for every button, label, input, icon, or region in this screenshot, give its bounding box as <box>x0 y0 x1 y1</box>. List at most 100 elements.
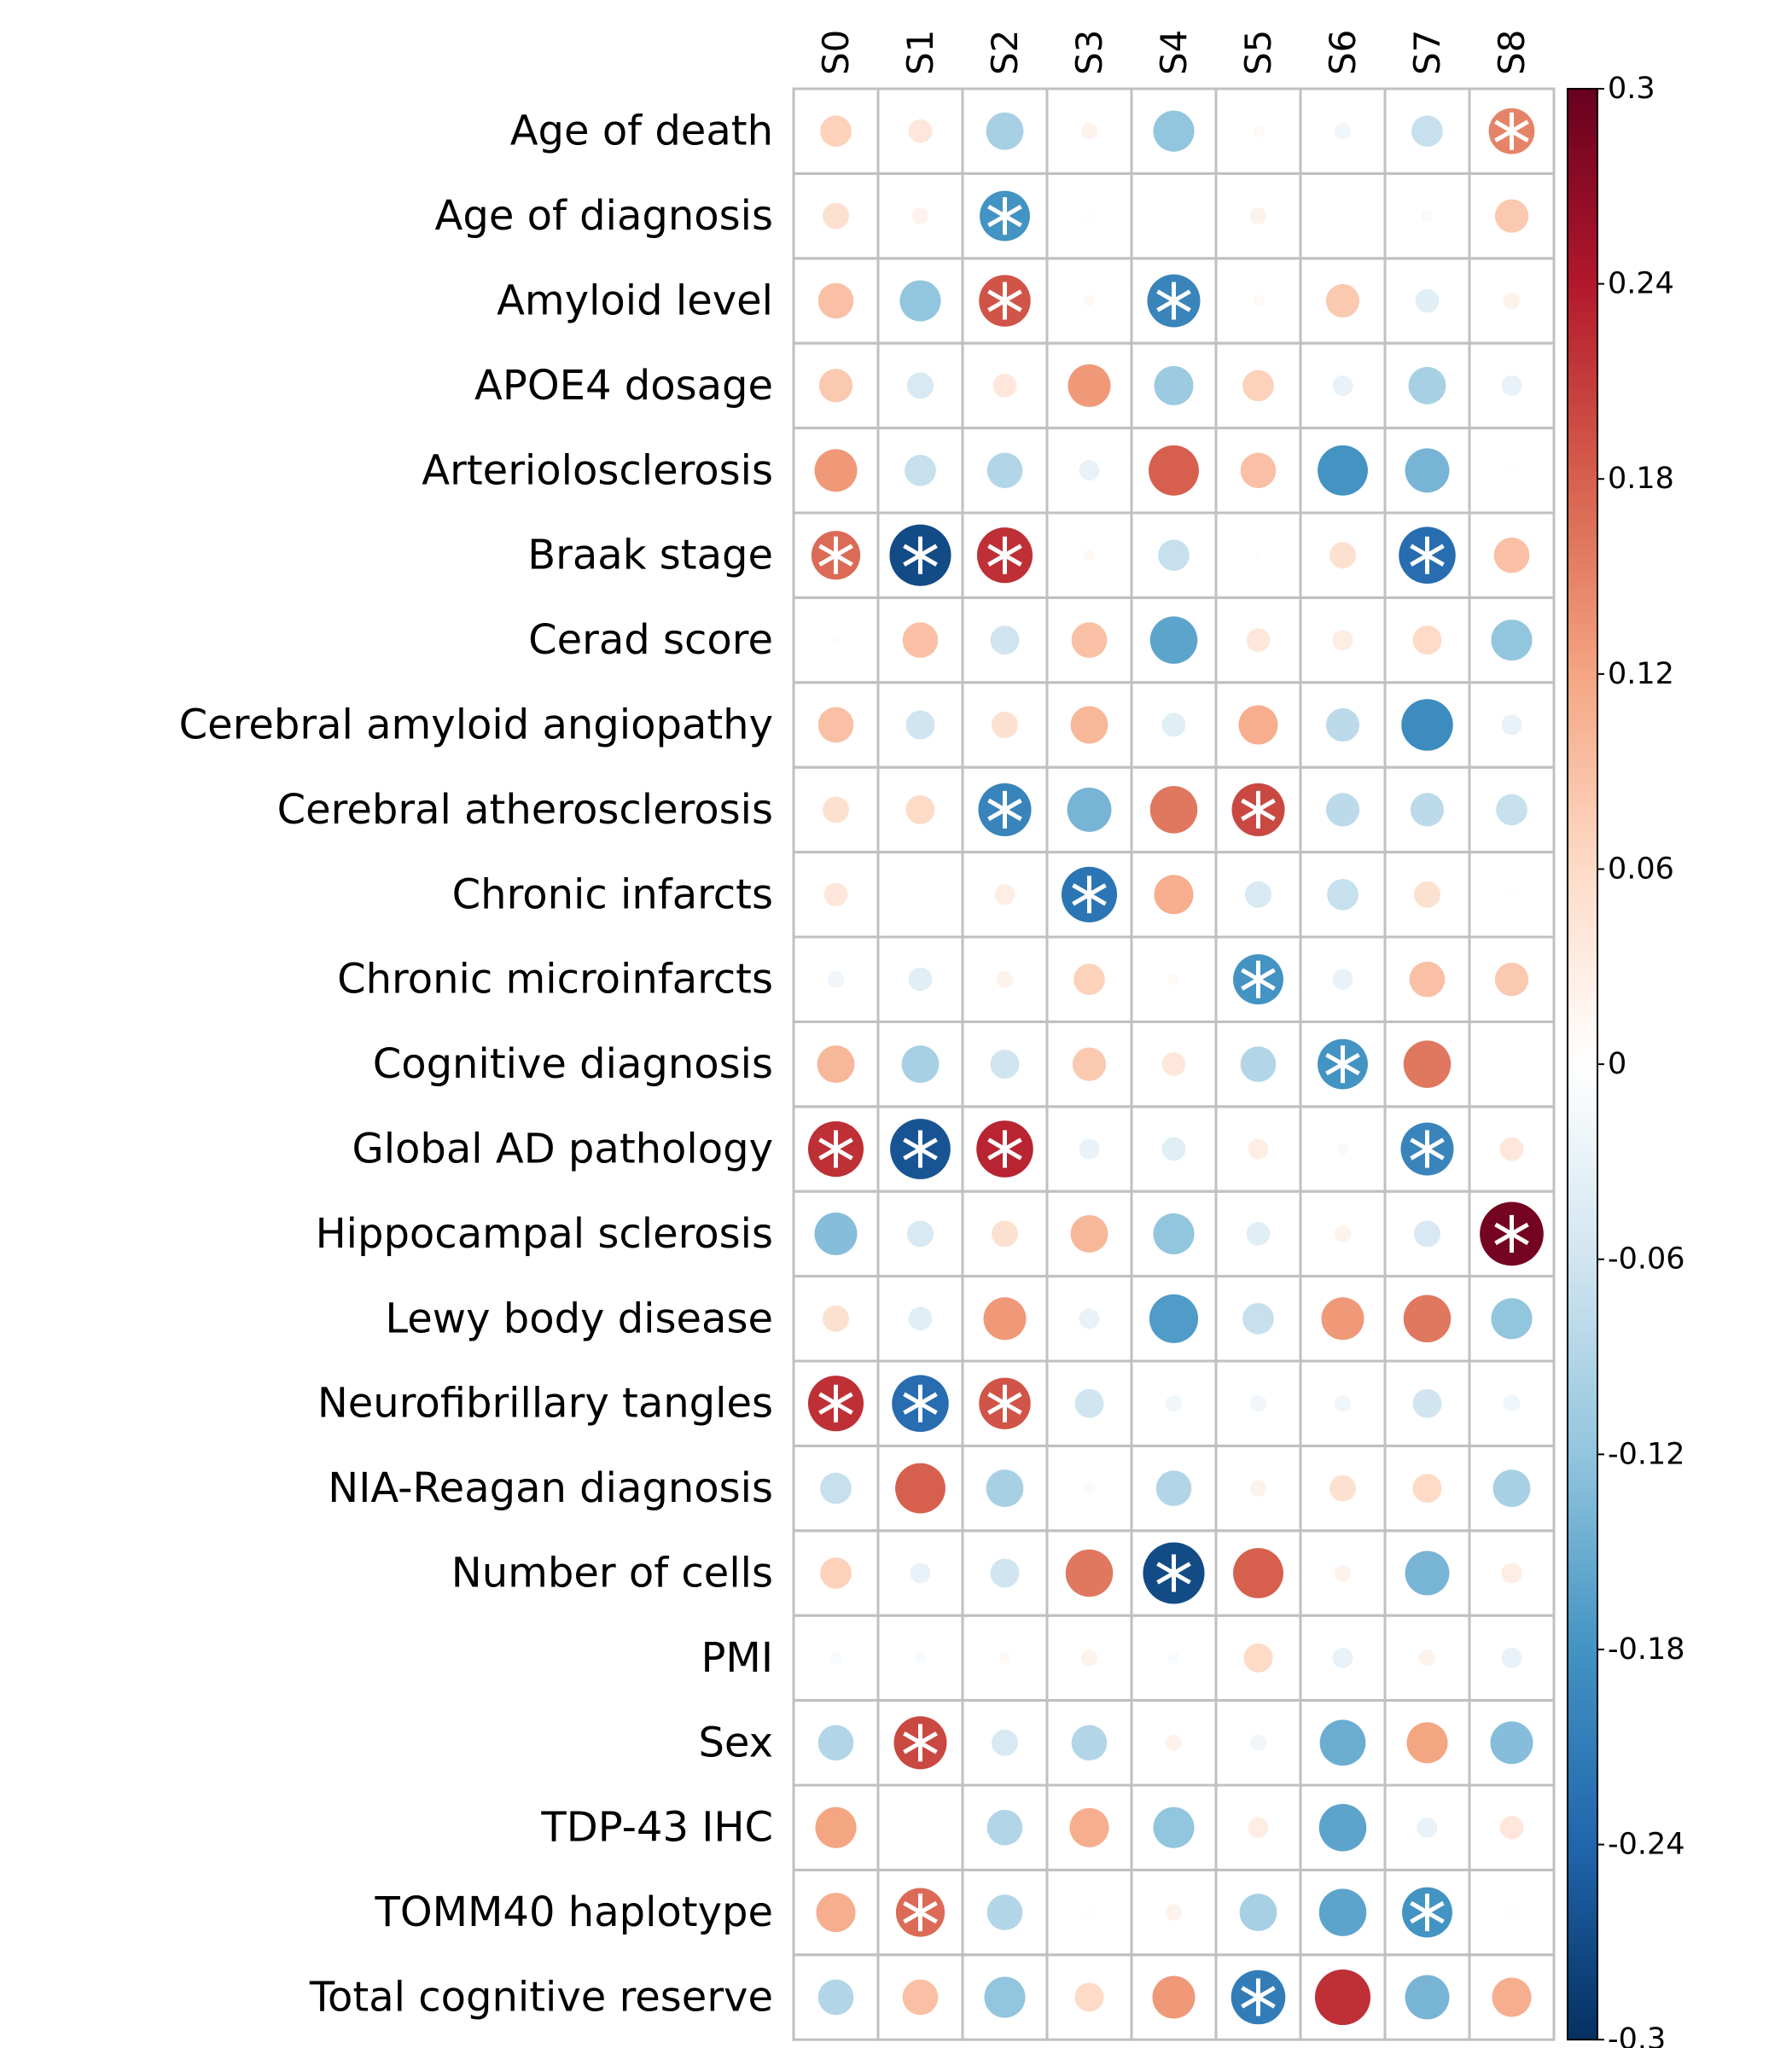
significance-star <box>987 1130 1022 1168</box>
correlation-circle <box>1233 1548 1283 1598</box>
correlation-circle <box>817 1045 855 1084</box>
correlation-circle <box>1249 1394 1267 1412</box>
correlation-circle <box>1249 1734 1267 1752</box>
correlation-circle <box>1067 787 1112 832</box>
row-label: Chronic infarcts <box>452 870 773 918</box>
correlation-circle <box>1501 375 1522 396</box>
row-label: Age of diagnosis <box>435 192 773 240</box>
correlation-circle <box>1085 212 1094 221</box>
correlation-circle <box>1153 1807 1195 1848</box>
correlation-circle <box>1332 969 1353 990</box>
correlation-circle <box>1406 1722 1448 1764</box>
correlation-circle <box>817 1725 854 1761</box>
correlation-circle <box>1065 1549 1114 1597</box>
correlation-circle <box>1492 1977 1532 2017</box>
correlation-circle <box>990 1050 1020 1079</box>
significance-star <box>1241 790 1276 829</box>
correlation-circle <box>1074 1982 1104 2012</box>
row-label: Arteriolosclerosis <box>422 446 773 494</box>
correlation-circle <box>1071 622 1108 658</box>
significance-star <box>1241 960 1276 998</box>
correlation-circle <box>1409 961 1446 998</box>
significance-star <box>1156 282 1191 320</box>
column-label: S8 <box>1491 30 1533 75</box>
row-label: Number of cells <box>451 1550 773 1597</box>
column-label: S5 <box>1237 30 1279 75</box>
correlation-circle <box>1410 793 1445 827</box>
correlation-circle <box>1332 1647 1353 1668</box>
correlation-circle <box>902 1979 939 2016</box>
row-label: Total cognitive reserve <box>309 1974 773 2022</box>
correlation-circle <box>1165 1904 1183 1921</box>
correlation-circle <box>1413 1220 1441 1248</box>
correlation-circle <box>1249 207 1267 224</box>
significance-star <box>1410 536 1445 574</box>
correlation-circle <box>991 1729 1019 1756</box>
row-labels: Age of death Age of diagnosis Amyloid leve… <box>179 108 773 2022</box>
correlation-circle <box>1413 881 1441 908</box>
correlation-circle <box>908 1306 933 1331</box>
significance-star <box>987 536 1022 574</box>
correlation-circle <box>822 1305 850 1332</box>
colorbar-tick-label: 0.3 <box>1608 72 1655 106</box>
column-label: S2 <box>984 30 1026 75</box>
correlation-circle <box>1336 1143 1349 1155</box>
correlation-circle <box>1161 1052 1186 1076</box>
correlation-circle <box>991 711 1019 739</box>
colorbar-tick-label: -0.3 <box>1608 2022 1666 2048</box>
significance-star <box>903 1724 938 1762</box>
correlation-circle <box>1242 369 1274 402</box>
correlation-circle <box>1072 1047 1107 1081</box>
colorbar: 0.3 0.24 0.18 0.12 0.06 0 -0.06 -0.12 -0.18 -0.24… <box>1567 72 1685 2048</box>
correlation-circle <box>1334 122 1352 140</box>
correlation-circle <box>1243 1643 1273 1673</box>
significance-star <box>903 1130 938 1168</box>
correlation-circle <box>1318 445 1368 496</box>
correlation-circle <box>1167 973 1180 986</box>
correlation-circle <box>1334 1225 1352 1242</box>
correlation-circle <box>984 1976 1026 2018</box>
correlation-circle <box>1244 881 1272 908</box>
colorbar-tick-label: 0 <box>1608 1047 1626 1081</box>
significance-star <box>987 197 1022 236</box>
correlation-circle <box>1421 210 1434 223</box>
correlation-circle <box>1494 199 1529 233</box>
correlation-circle <box>1079 460 1100 481</box>
correlation-circle <box>823 882 848 907</box>
colorbar-tick-label: 0.06 <box>1608 852 1674 886</box>
correlation-circle <box>986 1894 1023 1930</box>
correlation-circle <box>910 1562 931 1584</box>
correlation-circle <box>986 452 1023 489</box>
correlation-circle <box>1155 1470 1192 1506</box>
correlation-circle <box>1240 1046 1277 1082</box>
correlation-circle <box>1318 1888 1367 1936</box>
correlation-circle <box>1149 1294 1199 1343</box>
correlation-circle <box>1327 878 1359 911</box>
correlation-circle <box>1252 125 1265 137</box>
correlation-circle <box>1494 963 1529 997</box>
correlation-circle <box>990 625 1020 655</box>
correlation-circle <box>1417 1817 1438 1838</box>
correlation-circle <box>814 449 858 492</box>
correlation-circle <box>1068 364 1111 407</box>
row-label: PMI <box>701 1634 773 1682</box>
correlation-circle <box>1415 288 1440 313</box>
matrix-cell <box>876 1783 964 1871</box>
correlation-circle <box>901 1045 940 1084</box>
row-label: NIA-Reagan diagnosis <box>328 1464 773 1512</box>
correlation-circle <box>1070 706 1108 744</box>
correlation-circle <box>1418 1649 1436 1667</box>
correlation-circle <box>1246 628 1271 652</box>
correlation-circle <box>1491 1298 1533 1340</box>
correlation-circle <box>1074 1388 1104 1418</box>
correlation-circle <box>994 884 1015 905</box>
significance-star <box>1494 1214 1529 1253</box>
correlation-circle <box>1405 448 1450 493</box>
row-label: Sex <box>698 1719 773 1766</box>
significance-star <box>818 536 853 574</box>
correlation-circle <box>1325 707 1360 742</box>
correlation-circle <box>899 280 941 322</box>
correlation-circle <box>1153 110 1195 152</box>
correlation-circle <box>914 1651 927 1664</box>
